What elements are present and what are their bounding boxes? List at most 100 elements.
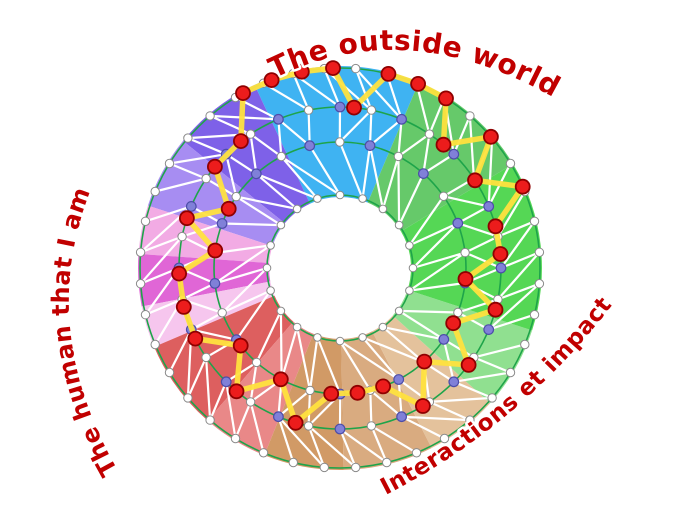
node[interactable] <box>335 336 345 346</box>
red-node[interactable] <box>349 384 366 401</box>
node[interactable] <box>273 411 284 423</box>
red-node[interactable] <box>435 136 452 153</box>
node[interactable] <box>465 111 475 121</box>
red-node[interactable] <box>232 337 249 354</box>
node[interactable] <box>262 263 272 273</box>
node[interactable] <box>534 279 545 289</box>
node[interactable] <box>405 241 414 250</box>
node[interactable] <box>378 204 388 214</box>
node[interactable] <box>183 393 193 403</box>
node[interactable] <box>396 411 408 423</box>
red-node[interactable] <box>414 398 431 414</box>
node[interactable] <box>460 247 470 258</box>
node[interactable] <box>382 457 392 468</box>
node[interactable] <box>205 111 215 121</box>
node[interactable] <box>448 148 460 160</box>
node[interactable] <box>358 194 367 203</box>
node[interactable] <box>452 217 464 229</box>
node[interactable] <box>393 151 404 162</box>
red-node[interactable] <box>467 172 483 189</box>
node[interactable] <box>487 393 497 403</box>
node[interactable] <box>209 278 221 289</box>
node[interactable] <box>292 204 302 214</box>
red-node[interactable] <box>323 385 340 402</box>
node[interactable] <box>453 307 463 318</box>
node[interactable] <box>393 374 405 385</box>
node[interactable] <box>140 216 151 227</box>
red-node[interactable] <box>438 90 454 107</box>
node[interactable] <box>439 433 450 444</box>
node[interactable] <box>313 333 322 342</box>
red-node[interactable] <box>207 242 224 259</box>
node[interactable] <box>408 263 418 273</box>
node[interactable] <box>164 158 175 169</box>
node[interactable] <box>335 137 345 147</box>
node[interactable] <box>483 324 495 336</box>
node[interactable] <box>378 322 388 332</box>
red-node[interactable] <box>175 298 192 315</box>
node[interactable] <box>150 339 160 350</box>
node[interactable] <box>351 462 361 473</box>
node[interactable] <box>251 357 262 368</box>
sector-tan-mid[interactable] <box>341 331 432 470</box>
node[interactable] <box>201 173 211 184</box>
red-node[interactable] <box>220 200 237 217</box>
node[interactable] <box>334 101 346 113</box>
node[interactable] <box>303 421 314 431</box>
node[interactable] <box>418 168 429 180</box>
node[interactable] <box>529 310 540 320</box>
node[interactable] <box>405 286 414 295</box>
red-node[interactable] <box>325 60 341 76</box>
node[interactable] <box>245 129 256 139</box>
node[interactable] <box>273 113 284 125</box>
node[interactable] <box>335 190 345 200</box>
node[interactable] <box>292 322 302 332</box>
node[interactable] <box>201 352 211 363</box>
red-node[interactable] <box>514 178 531 195</box>
node[interactable] <box>495 262 507 274</box>
red-node[interactable] <box>410 76 427 92</box>
node[interactable] <box>230 433 241 444</box>
node[interactable] <box>288 457 298 468</box>
node[interactable] <box>303 105 314 115</box>
red-node[interactable] <box>416 353 433 370</box>
node[interactable] <box>135 279 146 289</box>
node[interactable] <box>394 306 404 316</box>
node[interactable] <box>216 218 228 229</box>
node[interactable] <box>366 105 377 115</box>
node[interactable] <box>438 191 449 202</box>
red-node[interactable] <box>287 414 304 431</box>
node[interactable] <box>220 376 232 388</box>
node[interactable] <box>394 220 404 230</box>
node[interactable] <box>140 310 151 320</box>
node[interactable] <box>534 247 545 258</box>
red-node[interactable] <box>445 315 462 332</box>
node[interactable] <box>411 448 422 458</box>
red-node[interactable] <box>232 133 249 150</box>
node[interactable] <box>396 113 408 125</box>
sector-purple[interactable] <box>183 84 310 224</box>
node[interactable] <box>313 194 322 203</box>
node[interactable] <box>217 308 227 318</box>
node[interactable] <box>529 216 540 227</box>
node[interactable] <box>304 140 316 152</box>
red-node[interactable] <box>460 356 477 373</box>
node[interactable] <box>505 367 516 378</box>
node[interactable] <box>231 191 241 202</box>
red-node[interactable] <box>235 85 251 101</box>
node[interactable] <box>276 151 286 162</box>
node[interactable] <box>258 448 269 458</box>
sector-pink-pale-2[interactable] <box>141 281 275 347</box>
red-node[interactable] <box>375 378 392 395</box>
red-node[interactable] <box>487 301 504 318</box>
node[interactable] <box>245 397 256 407</box>
node[interactable] <box>177 231 187 242</box>
node[interactable] <box>358 333 367 342</box>
node[interactable] <box>185 200 197 212</box>
node[interactable] <box>364 140 376 152</box>
node[interactable] <box>520 339 530 350</box>
red-node[interactable] <box>346 99 362 116</box>
node[interactable] <box>135 247 146 258</box>
sector-violet[interactable] <box>147 140 285 247</box>
red-node[interactable] <box>293 63 310 80</box>
